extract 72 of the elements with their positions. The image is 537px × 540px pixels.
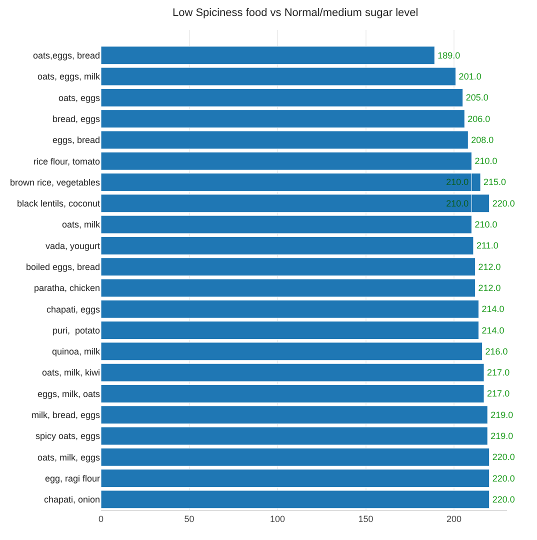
y-tick-label: eggs, bread (52, 135, 100, 146)
y-tick-label: oats, milk, eggs (37, 452, 100, 462)
bar (101, 448, 490, 466)
data-label: 201.0 (458, 72, 482, 82)
data-label: 215.0 (484, 177, 506, 188)
bar (101, 363, 484, 382)
data-label: 210.0 (474, 220, 498, 230)
data-label: 214.0 (482, 325, 504, 336)
data-label: 214.0 (482, 304, 504, 314)
bar (101, 130, 468, 150)
bar (101, 236, 474, 255)
bar (101, 490, 490, 509)
data-label: 206.0 (468, 114, 490, 124)
y-tick-label: boiled eggs, bread (26, 262, 100, 272)
bar (101, 258, 476, 276)
bar (101, 300, 480, 318)
data-label: 219.0 (490, 430, 514, 441)
y-tick-label: chapati, onion (44, 494, 100, 505)
data-label: 217.0 (487, 388, 510, 399)
y-tick-label: egg, ragi flour (44, 473, 100, 484)
y-tick-label: vada, yougurt (45, 240, 100, 251)
y-tick-label: oats,eggs, bread (32, 50, 100, 61)
bar (101, 469, 490, 488)
bar (101, 342, 483, 361)
data-label: 189.0 (438, 50, 460, 60)
data-label: 220.0 (492, 452, 515, 462)
y-tick-label: eggs, milk, oats (37, 388, 100, 399)
y-tick-label: puri, potato (52, 325, 100, 336)
bar (101, 406, 488, 424)
y-tick-label: oats, milk, kiwi (42, 368, 100, 378)
data-label: 210.0 (474, 156, 498, 166)
data-label: 212.0 (478, 262, 501, 272)
data-label: 205.0 (466, 92, 488, 103)
x-tick-label: 50 (184, 514, 194, 524)
y-tick-label: oats, eggs, milk (37, 72, 100, 82)
bar (101, 46, 435, 65)
data-label: 216.0 (485, 346, 508, 356)
bar (101, 278, 476, 298)
data-label: 219.0 (490, 410, 514, 420)
data-label: 212.0 (478, 282, 501, 293)
data-label: 208.0 (471, 134, 494, 145)
y-tick-label: paratha, chicken (34, 283, 100, 294)
y-tick-label: bread, eggs (52, 114, 100, 124)
bar (101, 215, 472, 234)
x-tick-label: 100 (270, 514, 286, 524)
bar (101, 426, 488, 446)
bar (101, 384, 484, 403)
y-tick-label: oats, eggs (58, 92, 100, 103)
y-tick-label: brown rice, vegetables (10, 177, 100, 188)
chart-title: Low Spiciness food vs Normal/medium sugar level (172, 6, 418, 19)
bar (101, 88, 464, 107)
data-label: 210.0 (446, 198, 469, 208)
x-tick-label: 200 (446, 514, 462, 524)
data-label: 220.0 (492, 494, 515, 504)
y-tick-label: black lentils, coconut (16, 198, 100, 209)
y-tick-label: rice flour, tomato (33, 156, 100, 166)
x-tick-label: 150 (358, 514, 374, 524)
data-label: 211.0 (476, 240, 498, 251)
y-tick-label: oats, milk (62, 220, 100, 230)
data-label: 220.0 (492, 473, 515, 484)
x-tick-label: 0 (98, 514, 104, 524)
y-tick-label: chapati, eggs (46, 304, 100, 314)
bar (101, 321, 480, 340)
bar (101, 67, 456, 86)
y-tick-label: milk, bread, eggs (31, 410, 100, 420)
data-label: 210.0 (446, 177, 469, 188)
bar (101, 152, 472, 170)
y-tick-label: spicy oats, eggs (35, 431, 100, 442)
data-label: 217.0 (487, 368, 510, 378)
y-tick-label: quinoa, milk (52, 346, 100, 357)
data-label: 220.0 (492, 198, 515, 208)
bar (101, 110, 465, 128)
